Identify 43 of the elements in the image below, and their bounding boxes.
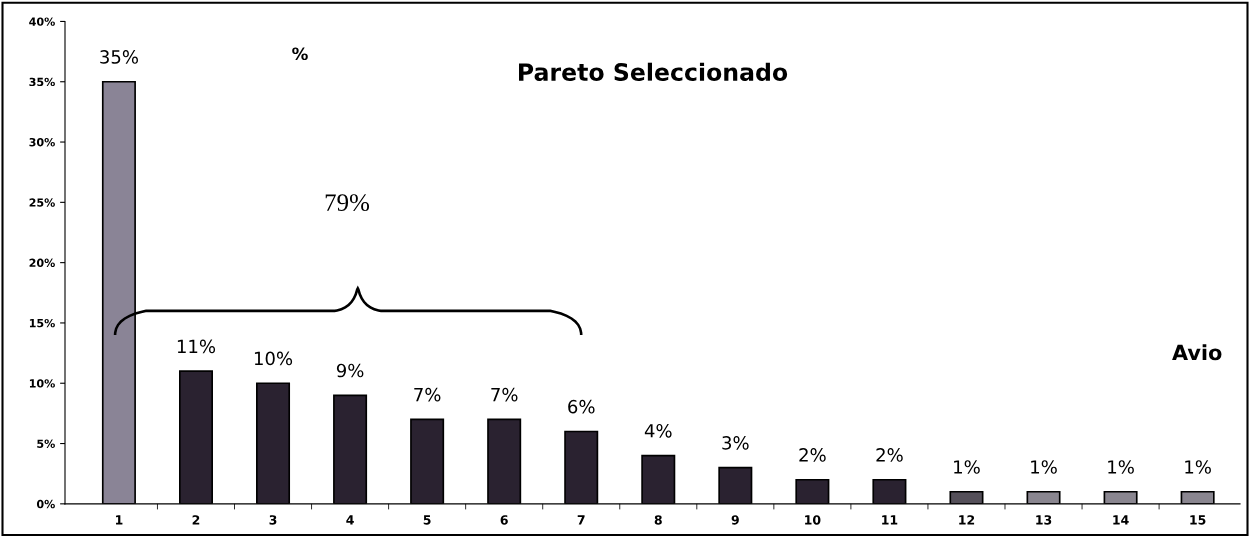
annotation: % [292,47,308,61]
annotation: Avio [1172,344,1222,361]
x-tick-label: 8 [654,515,662,525]
x-tick-label: 5 [423,515,431,525]
data-label: 10% [254,351,293,366]
data-label: 11% [177,339,216,354]
y-tick-label: 30% [29,138,55,147]
data-label: 7% [491,387,518,402]
text: Pareto Seleccionado [519,62,788,81]
x-tick-label: 12 [959,515,975,525]
y-tick-label: 5% [37,439,55,448]
x-tick-label: 15 [1190,515,1206,525]
data-label: 4% [644,423,672,438]
y-tick-label: 20% [29,258,55,268]
data-label: 1% [1108,460,1134,474]
y-tick-label: 40% [29,17,55,26]
data-label: 3% [722,436,749,450]
data-label: 1% [1031,460,1057,474]
x-tick-label: 1 [116,515,123,525]
y-tick-label: 0% [36,499,55,509]
annotation: 79% [325,194,370,212]
x-tick-label: 14 [1113,515,1129,525]
data-label: 1% [954,460,980,474]
data-label: 2% [876,448,903,462]
y-tick-label: 25% [29,198,55,207]
data-label: 2% [799,448,826,462]
y-tick-label: 15% [29,318,55,328]
data-label: 35% [100,50,138,64]
x-tick-label: 11 [882,515,898,525]
y-tick-label: 10% [29,379,55,388]
x-tick-label: 10 [805,515,821,525]
x-tick-label: 7 [577,515,585,525]
x-tick-label: 6 [500,515,508,525]
x-tick-label: 9 [731,515,739,525]
x-tick-label: 13 [1036,515,1052,525]
data-label: 9% [336,363,364,378]
data-label: 7% [414,387,441,402]
x-tick-label: 2 [192,515,200,525]
y-tick-label: 35% [29,77,55,87]
x-tick-label: 4 [346,515,354,525]
x-tick-label: 3 [269,515,277,525]
data-label: 6% [568,399,595,414]
data-label: 1% [1185,460,1211,474]
